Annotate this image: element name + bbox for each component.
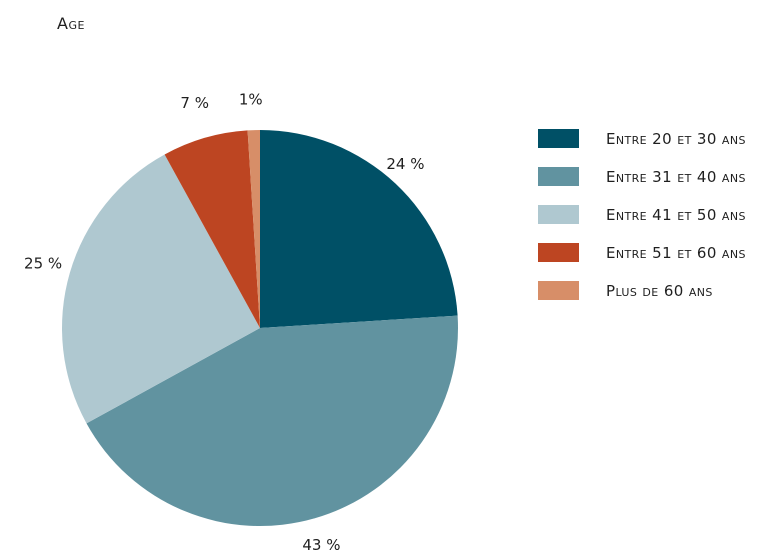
legend-swatch — [538, 281, 579, 300]
pie-slice — [61, 154, 261, 424]
legend-item: Entre 41 et 50 ans — [538, 205, 746, 224]
pie-slice — [86, 315, 459, 527]
legend-swatch — [538, 129, 579, 148]
pie-slice-labels: 24 % 43 % 25 % 7 % 1% — [24, 91, 424, 551]
legend-item: Plus de 60 ans — [538, 281, 746, 300]
legend-label: Entre 31 et 40 ans — [606, 167, 746, 186]
legend-swatch — [538, 167, 579, 186]
legend-swatch — [538, 205, 579, 224]
slice-value-label: 7 % — [180, 94, 209, 112]
slice-value-label: 1% — [239, 91, 263, 109]
legend-swatch — [538, 243, 579, 262]
legend-item: Entre 31 et 40 ans — [538, 167, 746, 186]
legend: Entre 20 et 30 ans Entre 31 et 40 ans Entr… — [538, 129, 746, 319]
pie-slice — [164, 130, 260, 328]
chart-title: Age — [57, 14, 85, 33]
slice-value-label: 43 % — [302, 536, 340, 551]
pie-slice — [247, 130, 260, 328]
slice-value-label: 24 % — [386, 155, 424, 173]
pie-slices — [61, 130, 459, 527]
legend-label: Entre 41 et 50 ans — [606, 205, 746, 224]
legend-label: Entre 51 et 60 ans — [606, 243, 746, 262]
legend-label: Entre 20 et 30 ans — [606, 129, 746, 148]
legend-item: Entre 20 et 30 ans — [538, 129, 746, 148]
legend-item: Entre 51 et 60 ans — [538, 243, 746, 262]
legend-label: Plus de 60 ans — [606, 281, 713, 300]
slice-value-label: 25 % — [24, 254, 62, 272]
pie-slice — [260, 130, 458, 328]
